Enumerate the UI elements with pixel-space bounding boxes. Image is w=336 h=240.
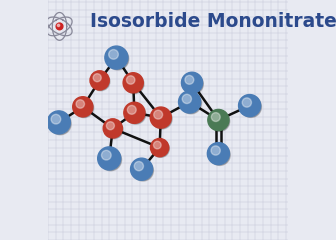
Circle shape [123, 73, 143, 93]
Circle shape [131, 158, 153, 180]
Circle shape [134, 162, 143, 171]
Circle shape [100, 149, 122, 171]
Text: Isosorbide Mononitrate: Isosorbide Mononitrate [90, 12, 336, 31]
Circle shape [105, 120, 123, 139]
Circle shape [154, 141, 161, 149]
Circle shape [57, 24, 60, 27]
Circle shape [152, 109, 172, 129]
Circle shape [107, 122, 115, 130]
Circle shape [101, 150, 111, 160]
Circle shape [132, 160, 154, 181]
Circle shape [211, 146, 220, 155]
Circle shape [90, 71, 109, 90]
Circle shape [76, 100, 85, 108]
Circle shape [73, 97, 93, 117]
Circle shape [182, 94, 192, 103]
Circle shape [126, 76, 135, 84]
Circle shape [152, 140, 169, 157]
Circle shape [181, 72, 203, 93]
Circle shape [103, 119, 122, 138]
Circle shape [105, 46, 128, 69]
Circle shape [47, 111, 70, 134]
Circle shape [185, 75, 194, 84]
Circle shape [98, 147, 121, 170]
Circle shape [92, 72, 110, 91]
Circle shape [126, 104, 146, 124]
Circle shape [51, 114, 61, 124]
Circle shape [56, 23, 63, 30]
Circle shape [109, 49, 118, 59]
Circle shape [210, 111, 230, 131]
Circle shape [107, 48, 129, 70]
Circle shape [93, 74, 101, 82]
Circle shape [242, 98, 251, 107]
Circle shape [241, 96, 261, 117]
Circle shape [154, 110, 163, 119]
Circle shape [151, 138, 169, 157]
Circle shape [207, 143, 229, 165]
Circle shape [178, 91, 201, 113]
Circle shape [125, 74, 144, 94]
Circle shape [208, 109, 229, 131]
Circle shape [127, 105, 136, 114]
Circle shape [239, 95, 261, 117]
Circle shape [180, 93, 201, 114]
Circle shape [124, 102, 145, 123]
Circle shape [150, 107, 171, 128]
Circle shape [183, 74, 203, 94]
Circle shape [75, 98, 94, 118]
Circle shape [209, 144, 230, 165]
Circle shape [49, 113, 71, 135]
Circle shape [211, 113, 220, 121]
